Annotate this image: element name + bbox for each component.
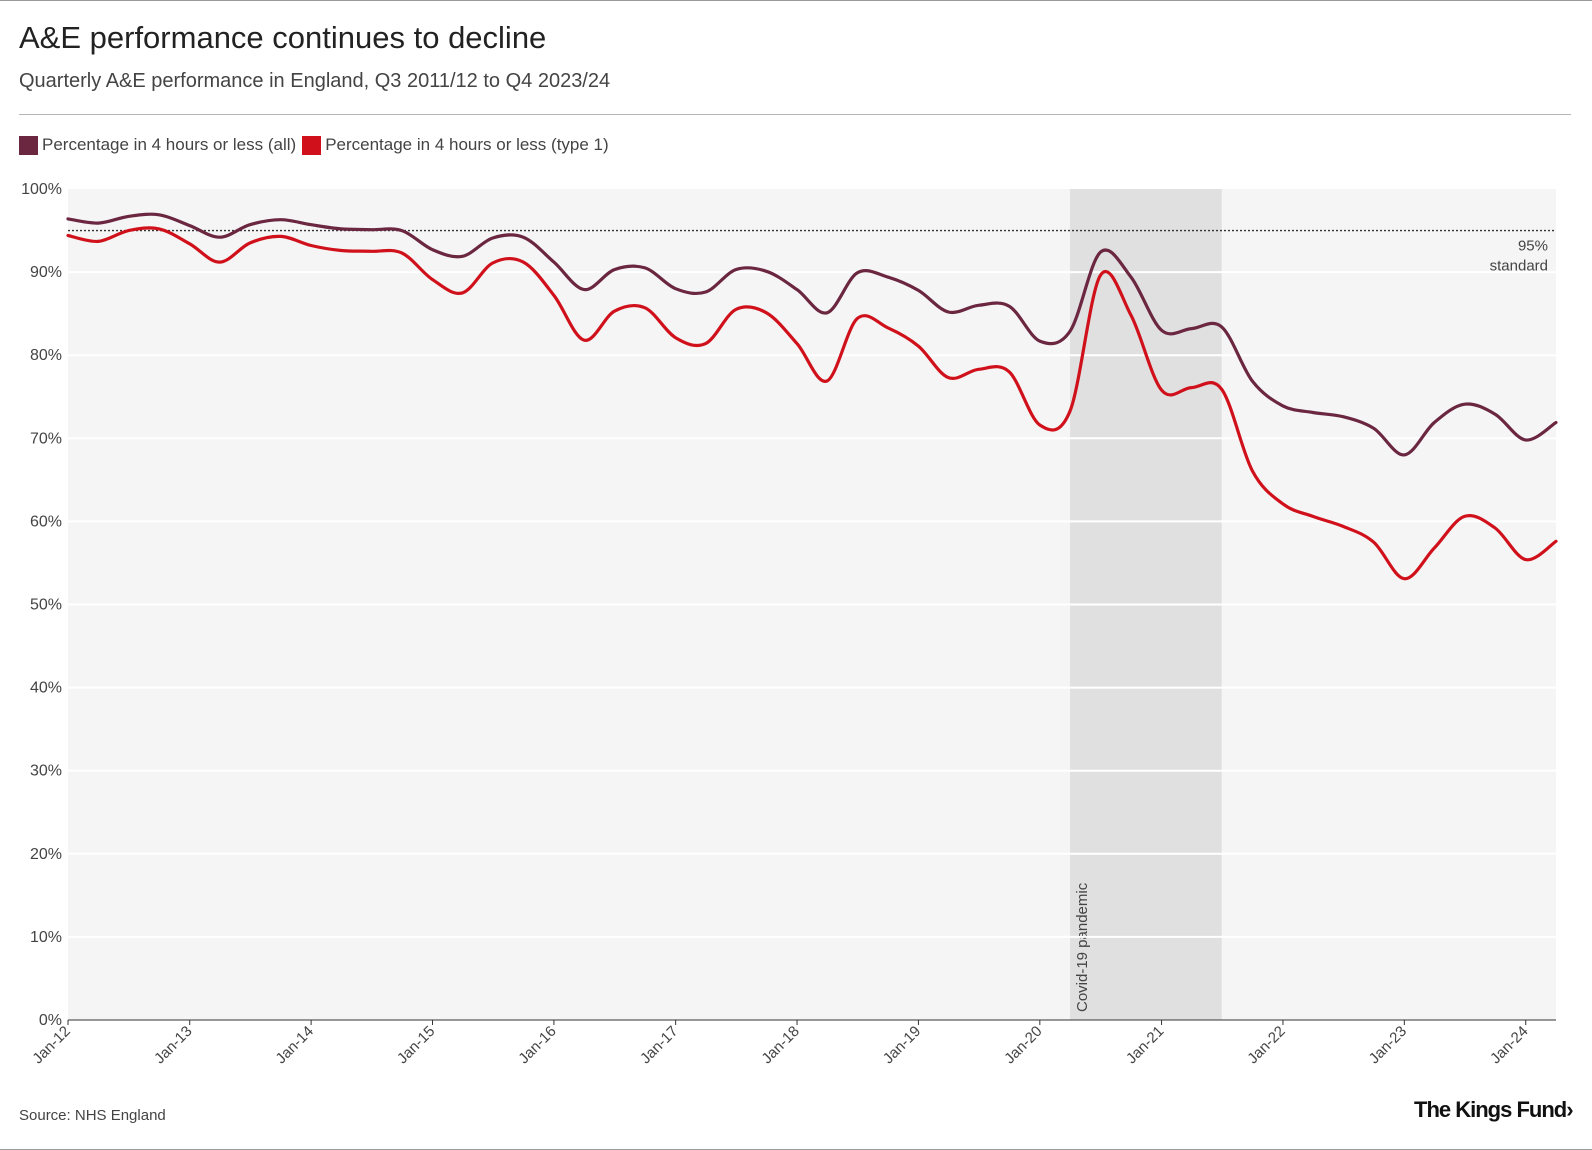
reference-line-label-line: standard: [1490, 258, 1548, 275]
x-tick-label: Jan-14: [272, 1023, 316, 1067]
y-tick-label: 20%: [30, 846, 62, 863]
x-tick-label: Jan-24: [1487, 1023, 1531, 1067]
kings-fund-logo[interactable]: The Kings Fund›: [1414, 1097, 1574, 1122]
x-tick-label: Jan-23: [1366, 1023, 1410, 1067]
x-axis: [67, 1019, 1556, 1025]
y-tick-label: 0%: [39, 1012, 62, 1029]
y-tick-label: 40%: [30, 680, 62, 697]
legend: Percentage in 4 hours or less (all) Perc…: [19, 135, 615, 155]
x-tick-label: Jan-22: [1244, 1023, 1288, 1067]
series-line-all: [66, 212, 1558, 457]
y-tick-label: 90%: [30, 264, 62, 281]
x-axis-tick-labels: Jan-12 Jan-13 Jan-14 Jan-15 Jan-16 Jan-17 Jan-…: [29, 1023, 1531, 1067]
reference-line-label-line: 95%: [1518, 238, 1548, 255]
series-lines: [66, 212, 1558, 581]
x-tick-label: Jan-16: [515, 1023, 559, 1067]
chart-subtitle: Quarterly A&E performance in England, Q3…: [19, 70, 611, 92]
legend-label-type1: Percentage in 4 hours or less (type 1): [325, 135, 609, 154]
y-tick-label: 30%: [30, 763, 62, 780]
y-tick-label: 50%: [30, 597, 62, 614]
legend-swatch-all: [19, 135, 38, 155]
x-tick-label: Jan-20: [1001, 1023, 1045, 1067]
shaded-period-label: Covid-19 pandemic: [1074, 882, 1091, 1012]
header-divider: [19, 114, 1571, 115]
x-tick-label: Jan-13: [151, 1023, 195, 1067]
x-tick-label: Jan-12: [29, 1023, 73, 1067]
legend-swatch-type1: [302, 135, 322, 155]
x-tick-label: Jan-19: [880, 1023, 924, 1067]
reference-line-group: 95% standard: [68, 229, 1556, 275]
legend-label-all: Percentage in 4 hours or less (all): [42, 135, 297, 154]
chart-title: A&E performance continues to decline: [19, 20, 547, 55]
y-axis-tick-labels: 0% 10% 20% 30% 40% 50% 60% 70% 80% 90% 100%: [21, 181, 62, 1029]
y-tick-label: 60%: [30, 513, 62, 530]
y-tick-label: 100%: [21, 181, 62, 198]
gridlines: [68, 271, 1556, 938]
legend-item-all[interactable]: Percentage in 4 hours or less (all): [19, 135, 296, 155]
source-note: Source: NHS England: [19, 1107, 166, 1124]
reference-line-label: 95% standard: [1490, 238, 1548, 275]
y-tick-label: 10%: [30, 929, 62, 946]
frame-top-border: [0, 0, 1592, 1]
x-tick-label: Jan-21: [1123, 1023, 1167, 1067]
y-tick-label: 80%: [30, 347, 62, 364]
y-tick-label: 70%: [30, 430, 62, 447]
series-line-type1: [66, 226, 1558, 581]
x-tick-label: Jan-17: [637, 1023, 681, 1067]
x-tick-label: Jan-18: [758, 1023, 802, 1067]
legend-item-type1[interactable]: Percentage in 4 hours or less (type 1): [302, 135, 609, 155]
x-tick-label: Jan-15: [394, 1023, 438, 1067]
